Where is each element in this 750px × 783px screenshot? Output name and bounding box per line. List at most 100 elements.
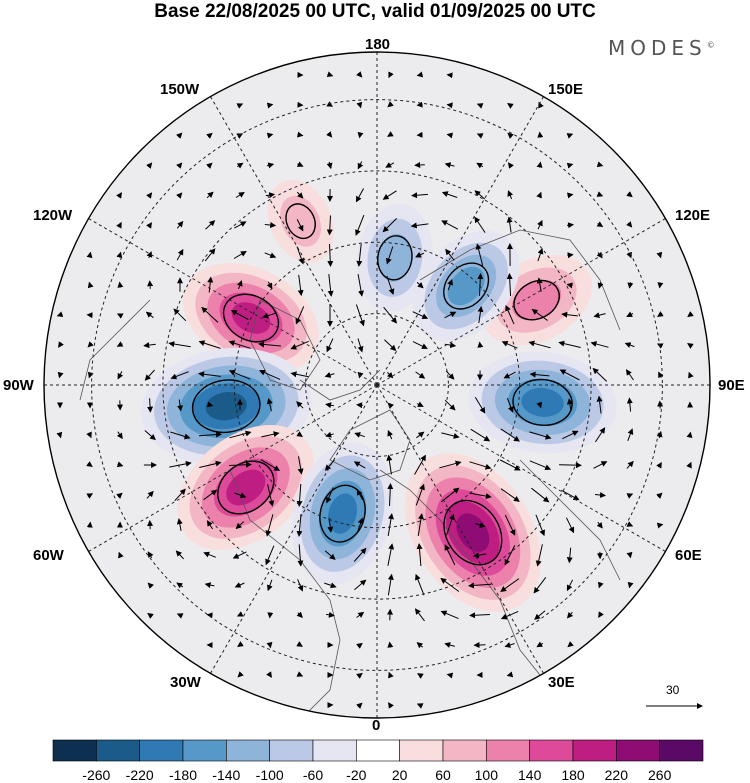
wind-arrow <box>656 461 662 469</box>
wind-arrow <box>228 369 251 380</box>
wind-arrow <box>559 462 582 469</box>
wind-arrow <box>264 222 277 229</box>
colorbar-swatch <box>659 739 704 762</box>
colorbar-swatch <box>356 739 400 762</box>
wind-arrow <box>500 578 520 592</box>
wind-arrow <box>388 71 394 79</box>
wind-arrow <box>534 610 546 620</box>
wind-arrow <box>116 251 123 259</box>
wind-arrow <box>143 342 156 349</box>
wind-arrow <box>477 341 484 348</box>
wind-arrow <box>567 252 574 259</box>
wind-arrow <box>410 222 429 229</box>
wind-arrow <box>258 341 281 348</box>
wind-arrow <box>266 162 275 169</box>
colorbar-swatch <box>139 739 184 762</box>
wind-arrow <box>529 371 550 378</box>
wind-arrow <box>236 162 244 169</box>
wind-arrow <box>206 612 213 619</box>
wind-arrow <box>176 192 183 199</box>
wind-arrow <box>626 493 634 499</box>
wind-arrow <box>290 340 309 350</box>
wind-arrow <box>297 456 304 475</box>
wind-arrow <box>290 371 309 378</box>
wind-arrow <box>500 428 520 442</box>
wind-arrow <box>444 544 456 566</box>
colorbar-swatch <box>442 739 487 762</box>
wind-arrow <box>441 487 460 503</box>
wind-arrow <box>446 132 453 139</box>
wind-arrow <box>356 101 363 109</box>
wind-arrow <box>593 312 606 319</box>
brand-name: MODES <box>608 36 707 60</box>
wind-arrow <box>296 483 303 507</box>
wind-arrow <box>297 274 304 297</box>
wind-arrow <box>446 513 455 536</box>
wind-arrow <box>469 461 492 470</box>
wind-arrow <box>176 220 184 229</box>
wind-arrow <box>529 460 552 471</box>
lon-label-180: 180 <box>365 36 391 53</box>
wind-arrow <box>266 132 274 139</box>
wind-arrow <box>327 274 334 297</box>
wind-arrow <box>117 281 124 288</box>
wind-arrow <box>388 702 394 709</box>
wind-arrow <box>562 430 579 440</box>
wind-arrow <box>265 192 276 199</box>
graticule <box>44 52 710 718</box>
wind-arrow <box>474 396 486 414</box>
wind-arrow <box>686 461 692 469</box>
wind-arrow <box>229 430 252 439</box>
wind-arrow <box>198 340 221 349</box>
wind-arrow <box>203 551 216 558</box>
wind-arrow <box>144 430 156 441</box>
wind-arrow <box>416 431 425 439</box>
wind-arrow <box>444 311 457 319</box>
wind-arrow <box>507 190 514 200</box>
wind-arrow <box>169 460 192 468</box>
colorbar-tick-label: 180 <box>561 767 585 783</box>
wind-arrow <box>626 397 633 412</box>
anomaly-contour <box>226 469 266 506</box>
wind-arrow <box>387 641 394 648</box>
colorbar-swatch <box>52 739 97 762</box>
anomaly-contour <box>327 493 358 534</box>
wind-arrow <box>86 521 93 528</box>
wind-arrow <box>116 461 124 468</box>
wind-arrow <box>57 371 64 379</box>
wind-arrow <box>387 429 393 440</box>
wind-arrow <box>206 132 213 139</box>
wind-arrow <box>470 428 491 442</box>
wind-arrow <box>258 369 281 380</box>
streamline-loop <box>512 378 573 426</box>
wind-arrow <box>625 369 634 381</box>
wind-arrow <box>627 581 634 589</box>
wind-arrow <box>474 216 486 233</box>
wind-arrow <box>356 71 363 78</box>
wind-arrow <box>444 162 455 169</box>
wind-arrow <box>324 372 335 378</box>
wind-arrow <box>262 312 277 319</box>
anomaly-contour <box>280 195 322 247</box>
wind-arrow <box>145 311 154 319</box>
wind-arrow <box>504 545 516 566</box>
wind-arrow <box>688 371 694 379</box>
wind-arrow <box>537 247 544 262</box>
wind-arrow <box>656 522 664 529</box>
colorbar-swatch <box>486 739 530 762</box>
wind-arrow <box>266 579 273 592</box>
wind-arrow <box>199 460 222 468</box>
wind-arrow <box>355 188 365 203</box>
wind-arrow <box>440 577 460 592</box>
wind-arrow <box>237 671 244 678</box>
wind-arrow <box>266 102 274 109</box>
colorbar-swatch <box>226 739 270 762</box>
wind-arrow <box>353 461 366 469</box>
wind-arrow <box>147 280 154 289</box>
wind-arrow <box>295 306 305 325</box>
wind-arrow <box>198 371 221 378</box>
wind-arrow <box>594 492 606 498</box>
streamline-loop <box>319 484 366 543</box>
wind-arrow <box>116 313 124 319</box>
wind-arrow <box>198 431 222 438</box>
